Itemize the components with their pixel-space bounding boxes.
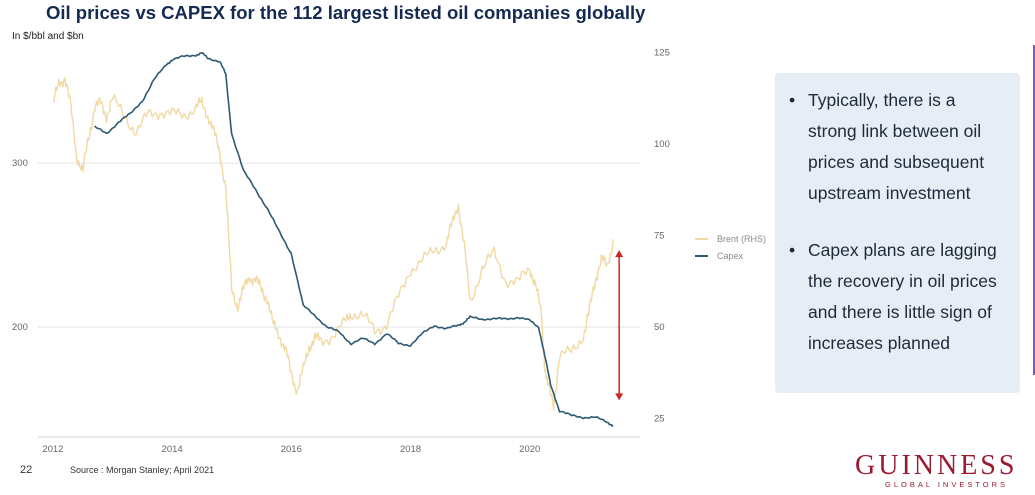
window-edge-bar (1033, 45, 1035, 375)
y-right-tick-label: 100 (654, 139, 670, 150)
page-number: 22 (20, 464, 33, 476)
brent-series-line (52, 77, 614, 411)
x-tick-label: 2012 (42, 444, 63, 455)
y-left-tick-label: 300 (12, 158, 28, 169)
y-left-tick-label: 200 (12, 322, 28, 333)
annotation-arrow-head-down (615, 393, 624, 401)
legend-label: Capex (717, 251, 744, 261)
guinness-logo: GUINNESS GLOBAL INVESTORS (855, 450, 1025, 492)
y-right-tick-label: 125 (654, 47, 670, 58)
y-right-tick-label: 25 (654, 414, 665, 425)
logo-wordmark: GUINNESS (855, 450, 1018, 481)
capex-series-line (94, 52, 614, 427)
y-right-tick-label: 75 (654, 231, 665, 242)
oil-capex-line-chart: 2012 2014 2016 2018 2020 200 300 25 50 75 100 125 Br… (12, 47, 766, 455)
x-tick-label: 2020 (519, 444, 540, 455)
commentary-box: • Typically, there is a strong link betw… (775, 73, 1020, 393)
legend-label: Brent (RHS) (717, 234, 766, 244)
bullet-item: • Capex plans are lagging the recovery i… (789, 235, 1006, 359)
x-tick-label: 2016 (281, 444, 302, 455)
chart-unit-label: In $/bbl and $bn (12, 31, 84, 42)
annotation-arrow-head-up (615, 250, 624, 258)
logo-tagline: GLOBAL INVESTORS (885, 480, 1009, 489)
y-right-tick-label: 50 (654, 322, 665, 333)
bullet-text-link: Typically, there is a strong link betwee… (808, 90, 985, 203)
bullet-item: • Typically, there is a strong link betw… (789, 85, 1006, 209)
x-tick-label: 2014 (162, 444, 183, 455)
bullet-text-lagging: Capex plans are lagging the recovery in … (808, 240, 997, 353)
x-tick-label: 2018 (400, 444, 421, 455)
source-note: Source : Morgan Stanley; April 2021 (70, 465, 215, 475)
slide-title: Oil prices vs CAPEX for the 112 largest … (46, 2, 646, 23)
bullet-dot-icon: • (789, 90, 796, 110)
bullet-dot-icon: • (789, 240, 796, 260)
